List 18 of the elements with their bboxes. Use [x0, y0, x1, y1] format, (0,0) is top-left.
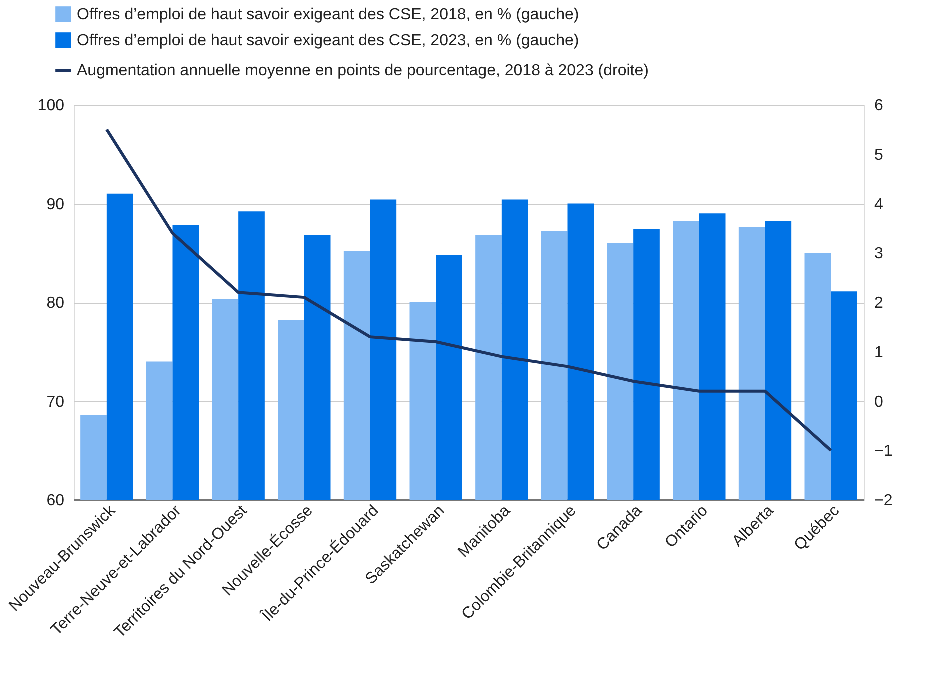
legend-label: Offres d’emploi de haut savoir exigeant des CSE, 2023, en % (gauche): [77, 32, 580, 50]
y2-tick-label: −2: [874, 492, 893, 510]
y2-tick-label: −1: [874, 443, 893, 460]
y2-tick-label: 6: [874, 98, 884, 114]
legend-label: Augmentation annuelle moyenne en points de pourcentage, 2018 à 2023 (droite): [77, 62, 649, 80]
y2-tick-label: 0: [874, 394, 884, 411]
y-tick-label: 60: [46, 492, 65, 510]
y-tick-label: 80: [46, 295, 65, 312]
y2-tick-label: 3: [874, 246, 884, 263]
legend-label: Offres d’emploi de haut savoir exigeant des CSE, 2018, en % (gauche): [77, 6, 580, 24]
y2-tick-label: 1: [874, 344, 884, 362]
y-tick-label: 70: [46, 394, 65, 411]
line-series: [105, 128, 833, 452]
y-tick-label: 100: [38, 98, 65, 114]
y2-tick-label: 5: [874, 146, 884, 164]
y-tick-label: 90: [46, 196, 65, 214]
y2-tick-label: 4: [874, 196, 884, 214]
y2-tick-label: 2: [874, 295, 884, 312]
